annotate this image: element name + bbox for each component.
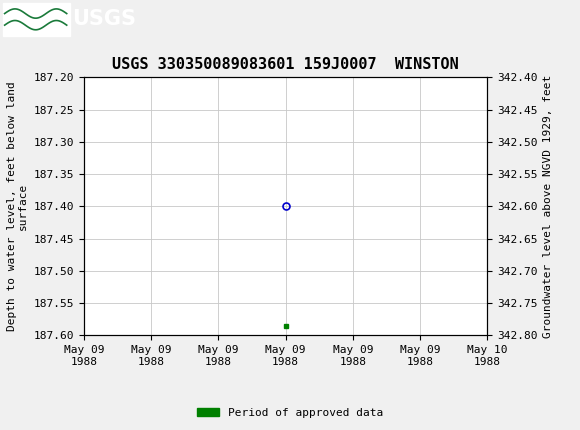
Y-axis label: Depth to water level, feet below land
surface: Depth to water level, feet below land su… <box>7 82 28 331</box>
Y-axis label: Groundwater level above NGVD 1929, feet: Groundwater level above NGVD 1929, feet <box>543 75 553 338</box>
FancyBboxPatch shape <box>3 3 70 36</box>
Legend: Period of approved data: Period of approved data <box>193 403 387 422</box>
Text: USGS: USGS <box>72 9 136 29</box>
Title: USGS 330350089083601 159J0007  WINSTON: USGS 330350089083601 159J0007 WINSTON <box>113 57 459 72</box>
